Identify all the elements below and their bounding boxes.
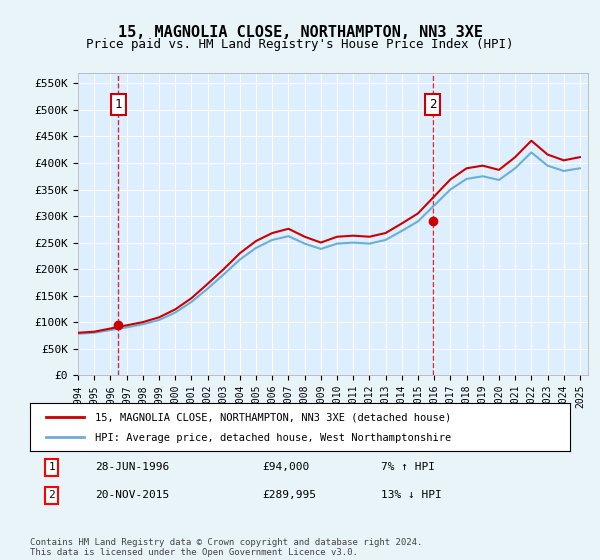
Text: 15, MAGNOLIA CLOSE, NORTHAMPTON, NN3 3XE (detached house): 15, MAGNOLIA CLOSE, NORTHAMPTON, NN3 3XE… xyxy=(95,413,451,422)
Text: 1: 1 xyxy=(115,98,122,111)
Text: HPI: Average price, detached house, West Northamptonshire: HPI: Average price, detached house, West… xyxy=(95,433,451,444)
Text: 13% ↓ HPI: 13% ↓ HPI xyxy=(381,490,442,500)
Text: 1: 1 xyxy=(48,462,55,472)
Text: 2: 2 xyxy=(48,490,55,500)
Text: £94,000: £94,000 xyxy=(262,462,310,472)
Text: Price paid vs. HM Land Registry's House Price Index (HPI): Price paid vs. HM Land Registry's House … xyxy=(86,38,514,51)
Text: 2: 2 xyxy=(429,98,436,111)
Text: £289,995: £289,995 xyxy=(262,490,316,500)
Text: 15, MAGNOLIA CLOSE, NORTHAMPTON, NN3 3XE: 15, MAGNOLIA CLOSE, NORTHAMPTON, NN3 3XE xyxy=(118,25,482,40)
Text: 20-NOV-2015: 20-NOV-2015 xyxy=(95,490,169,500)
Text: Contains HM Land Registry data © Crown copyright and database right 2024.
This d: Contains HM Land Registry data © Crown c… xyxy=(30,538,422,557)
Text: 28-JUN-1996: 28-JUN-1996 xyxy=(95,462,169,472)
Text: 7% ↑ HPI: 7% ↑ HPI xyxy=(381,462,435,472)
